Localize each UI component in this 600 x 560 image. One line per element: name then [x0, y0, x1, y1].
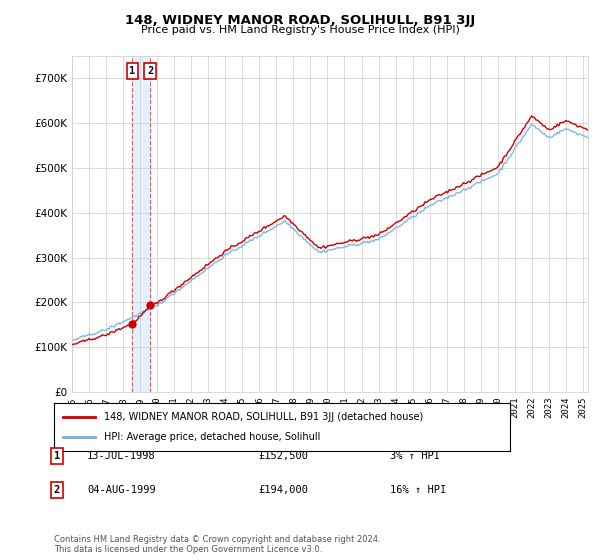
Text: 148, WIDNEY MANOR ROAD, SOLIHULL, B91 3JJ: 148, WIDNEY MANOR ROAD, SOLIHULL, B91 3J…	[125, 14, 475, 27]
Text: 1: 1	[54, 451, 60, 461]
Text: £194,000: £194,000	[258, 485, 308, 495]
Text: 04-AUG-1999: 04-AUG-1999	[87, 485, 156, 495]
Text: HPI: Average price, detached house, Solihull: HPI: Average price, detached house, Soli…	[104, 432, 320, 442]
Text: 1: 1	[129, 66, 136, 76]
Text: 148, WIDNEY MANOR ROAD, SOLIHULL, B91 3JJ (detached house): 148, WIDNEY MANOR ROAD, SOLIHULL, B91 3J…	[104, 412, 424, 422]
Text: £152,500: £152,500	[258, 451, 308, 461]
Bar	[132, 56, 150, 392]
Text: Price paid vs. HM Land Registry's House Price Index (HPI): Price paid vs. HM Land Registry's House …	[140, 25, 460, 35]
Text: 3% ↑ HPI: 3% ↑ HPI	[390, 451, 440, 461]
Text: 2: 2	[54, 485, 60, 495]
Text: Contains HM Land Registry data © Crown copyright and database right 2024.
This d: Contains HM Land Registry data © Crown c…	[54, 535, 380, 554]
Text: 13-JUL-1998: 13-JUL-1998	[87, 451, 156, 461]
Text: 2: 2	[147, 66, 153, 76]
Text: 16% ↑ HPI: 16% ↑ HPI	[390, 485, 446, 495]
